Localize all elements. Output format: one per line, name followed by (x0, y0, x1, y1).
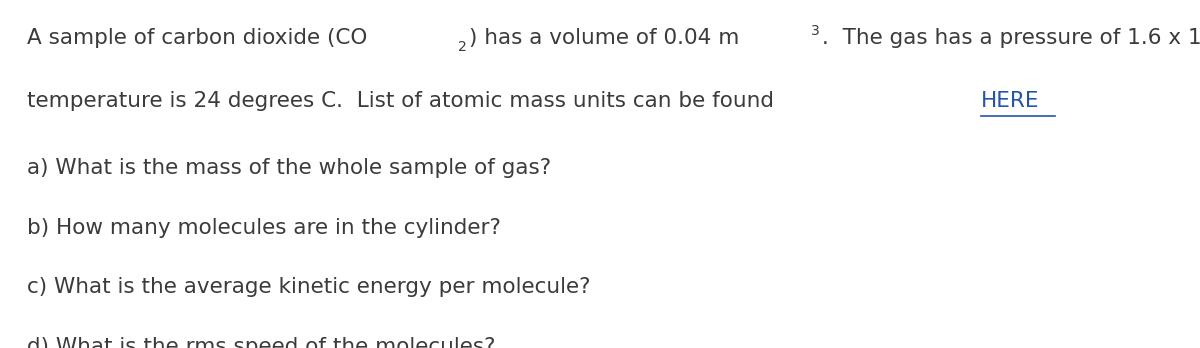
Text: A sample of carbon dioxide (CO: A sample of carbon dioxide (CO (28, 29, 367, 48)
Text: a) What is the mass of the whole sample of gas?: a) What is the mass of the whole sample … (28, 158, 552, 178)
Text: .  The gas has a pressure of 1.6 x 10: . The gas has a pressure of 1.6 x 10 (822, 29, 1200, 48)
Text: 2: 2 (457, 40, 467, 54)
Text: 3: 3 (811, 24, 820, 38)
Text: d) What is the rms speed of the molecules?: d) What is the rms speed of the molecule… (28, 337, 496, 348)
Text: c) What is the average kinetic energy per molecule?: c) What is the average kinetic energy pe… (28, 277, 590, 297)
Text: b) How many molecules are in the cylinder?: b) How many molecules are in the cylinde… (28, 218, 502, 238)
Text: HERE: HERE (980, 92, 1039, 111)
Text: ) has a volume of 0.04 m: ) has a volume of 0.04 m (469, 29, 739, 48)
Text: temperature is 24 degrees C.  List of atomic mass units can be found: temperature is 24 degrees C. List of ato… (28, 92, 781, 111)
